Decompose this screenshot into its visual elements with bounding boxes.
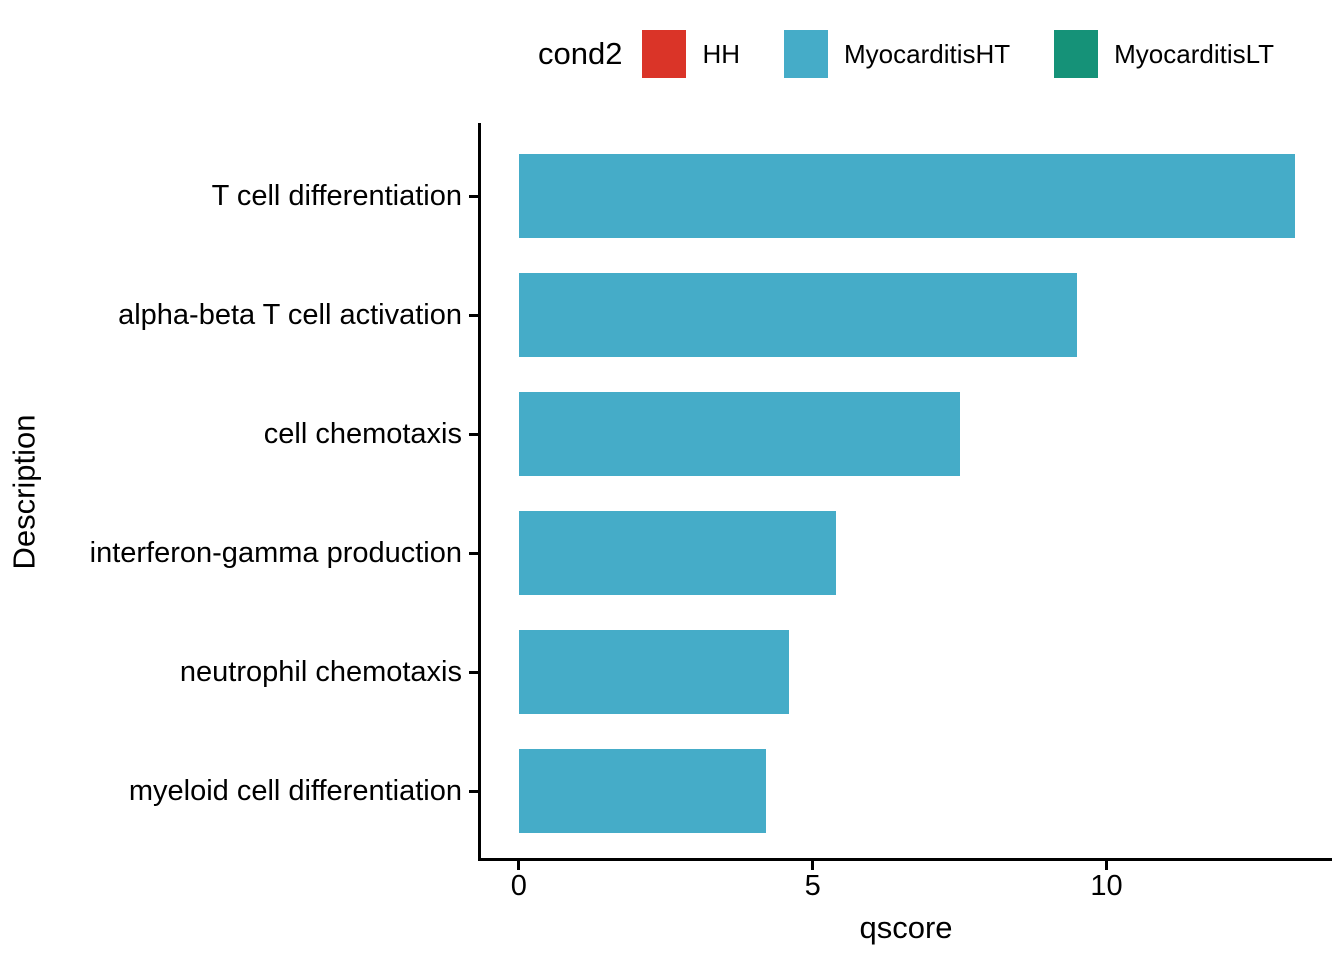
y-tick-mark [469, 313, 478, 317]
y-tick-mark [469, 789, 478, 793]
x-tick-label: 5 [804, 870, 821, 902]
x-axis-line [478, 858, 1332, 861]
y-tick-mark [469, 551, 478, 555]
y-tick-mark [469, 194, 478, 198]
y-category-label: neutrophil chemotaxis [179, 656, 462, 688]
legend-swatch-myocarditislt [1054, 30, 1099, 78]
x-tick-label: 10 [1090, 870, 1123, 902]
y-axis-title: Description [7, 413, 42, 570]
legend-swatch-myocarditisht [784, 30, 828, 78]
bar-neutrophil-chemotaxis [518, 630, 790, 714]
legend-label-myocarditisht: MyocarditisHT [844, 38, 1011, 69]
legend-item-hh: HH [642, 30, 740, 78]
y-category-label: alpha-beta T cell activation [118, 299, 462, 331]
legend-label-myocarditislt: MyocarditisLT [1114, 38, 1275, 69]
y-category-label: cell chemotaxis [263, 418, 462, 450]
legend-item-myocarditisht: MyocarditisHT [784, 30, 1010, 78]
legend-title: cond2 [537, 36, 623, 71]
legend-label-hh: HH [702, 38, 740, 69]
legend: cond2 HH MyocarditisHT MyocarditisLT [480, 26, 1332, 82]
y-tick-mark [469, 432, 478, 436]
bar-t-cell-differentiation [518, 154, 1295, 238]
x-axis-title: qscore [859, 910, 953, 945]
x-tick-mark [1104, 861, 1108, 870]
x-tick-label: 0 [510, 870, 527, 902]
legend-item-myocarditislt: MyocarditisLT [1054, 30, 1274, 78]
y-axis-line [478, 123, 481, 861]
bar-cell-chemotaxis [518, 392, 960, 476]
bar-alpha-beta-t-cell-activation [518, 273, 1078, 357]
bar-interferon-gamma-production [518, 511, 837, 595]
legend-swatch-hh [642, 30, 687, 78]
x-tick-mark [517, 861, 521, 870]
y-category-label: myeloid cell differentiation [128, 775, 462, 807]
y-tick-mark [469, 670, 478, 674]
y-category-label: interferon-gamma production [89, 537, 462, 569]
x-tick-mark [811, 861, 815, 870]
bar-myeloid-cell-differentiation [518, 749, 766, 833]
y-category-label: T cell differentiation [211, 180, 462, 212]
